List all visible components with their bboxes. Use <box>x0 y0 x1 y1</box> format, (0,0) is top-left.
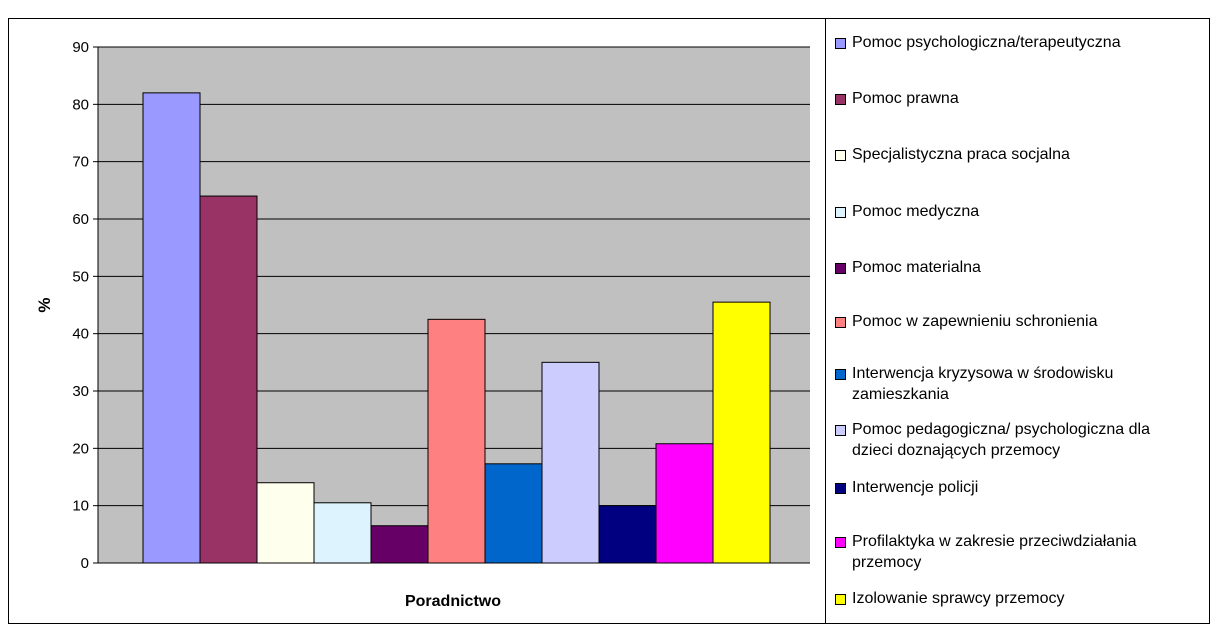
legend-label-line: Profilaktyka w zakresie przeciwdziałania <box>852 533 1137 550</box>
legend-item: Pomoc medyczna <box>835 201 1213 222</box>
legend-item: Profilaktyka w zakresie przeciwdziałania… <box>835 531 1213 573</box>
y-axis-label: % <box>35 297 54 312</box>
legend-swatch <box>835 369 846 380</box>
legend-divider <box>825 18 826 624</box>
legend-swatch <box>835 207 846 218</box>
legend-swatch <box>835 594 846 605</box>
legend-item: Pomoc w zapewnieniu schronienia <box>835 311 1213 332</box>
y-tick-label: 20 <box>72 440 89 457</box>
bar-8 <box>541 361 600 564</box>
legend-item: Izolowanie sprawcy przemocy <box>835 588 1213 609</box>
y-tick-label: 40 <box>72 326 89 343</box>
legend-label-line: dzieci doznających przemocy <box>852 442 1061 459</box>
legend-label-line: Pomoc prawna <box>852 90 959 107</box>
legend-label: Izolowanie sprawcy przemocy <box>852 588 1065 609</box>
legend: Pomoc psychologiczna/terapeutyczna Pomoc … <box>835 22 1213 618</box>
legend-label-line: Interwencja kryzysowa w środowisku <box>852 365 1114 382</box>
legend-label: Pomoc materialna <box>852 257 981 278</box>
bar-10 <box>655 443 714 564</box>
y-tick-label: 90 <box>72 39 89 56</box>
bar-5 <box>370 525 429 564</box>
legend-item: Pomoc pedagogiczna/ psychologiczna dla dz… <box>835 419 1213 461</box>
legend-item: Pomoc psychologiczna/terapeutyczna <box>835 32 1213 53</box>
bar-7 <box>484 463 543 564</box>
legend-label: Pomoc w zapewnieniu schronienia <box>852 311 1097 332</box>
bar-chart: 0 10 20 30 40 50 60 70 80 90 % Poradnictwo <box>35 39 810 610</box>
legend-swatch <box>835 263 846 274</box>
y-tick-label: 30 <box>72 383 89 400</box>
legend-swatch <box>835 537 846 548</box>
legend-label: Pomoc pedagogiczna/ psychologiczna dla dz… <box>852 419 1150 461</box>
legend-label: Interwencja kryzysowa w środowisku zamies… <box>852 363 1113 405</box>
legend-label: Interwencje policji <box>852 477 978 498</box>
legend-label: Pomoc medyczna <box>852 201 979 222</box>
legend-item: Interwencja kryzysowa w środowisku zamies… <box>835 363 1213 405</box>
legend-label: Pomoc psychologiczna/terapeutyczna <box>852 32 1121 53</box>
legend-label-line: przemocy <box>852 554 922 571</box>
legend-swatch <box>835 483 846 494</box>
legend-label-line: Pomoc psychologiczna/terapeutyczna <box>852 34 1121 51</box>
legend-label-line: Pomoc w zapewnieniu schronienia <box>852 313 1098 330</box>
bar-9 <box>598 505 657 564</box>
legend-swatch <box>835 150 846 161</box>
bars <box>142 92 771 564</box>
x-axis-label: Poradnictwo <box>405 593 501 610</box>
legend-swatch <box>835 317 846 328</box>
y-tick-labels: 0 10 20 30 40 50 60 70 80 90 <box>72 39 89 572</box>
legend-label: Profilaktyka w zakresie przeciwdziałania… <box>852 531 1137 573</box>
axes <box>93 46 810 564</box>
legend-item: Pomoc prawna <box>835 88 1213 109</box>
bar-2 <box>199 195 258 564</box>
legend-label-line: Pomoc materialna <box>852 259 981 276</box>
legend-label: Specjalistyczna praca socjalna <box>852 144 1070 165</box>
bar-6 <box>427 318 486 564</box>
y-tick-label: 80 <box>72 96 89 113</box>
legend-label-line: Pomoc medyczna <box>852 203 980 220</box>
legend-item: Interwencje policji <box>835 477 1213 498</box>
legend-label-line: zamieszkania <box>852 386 949 403</box>
bar-4 <box>313 502 372 564</box>
legend-item: Specjalistyczna praca socjalna <box>835 144 1213 165</box>
legend-label-line: Interwencje policji <box>852 479 979 496</box>
chart-frame <box>8 18 1210 624</box>
legend-label-line: Izolowanie sprawcy przemocy <box>852 590 1065 607</box>
y-tick-label: 60 <box>72 211 89 228</box>
legend-label: Pomoc prawna <box>852 88 959 109</box>
legend-swatch <box>835 38 846 49</box>
legend-swatch <box>835 425 846 436</box>
legend-label-line: Pomoc pedagogiczna/ psychologiczna dla <box>852 421 1150 438</box>
y-tick-label: 50 <box>72 268 89 285</box>
legend-swatch <box>835 94 846 105</box>
bar-1 <box>142 92 201 564</box>
y-tick-label: 70 <box>72 154 89 171</box>
y-tick-label: 0 <box>81 555 89 572</box>
bar-11 <box>712 301 771 564</box>
y-tick-label: 10 <box>72 498 89 515</box>
legend-item: Pomoc materialna <box>835 257 1213 278</box>
bar-3 <box>256 482 315 564</box>
legend-label-line: Specjalistyczna praca socjalna <box>852 146 1070 163</box>
